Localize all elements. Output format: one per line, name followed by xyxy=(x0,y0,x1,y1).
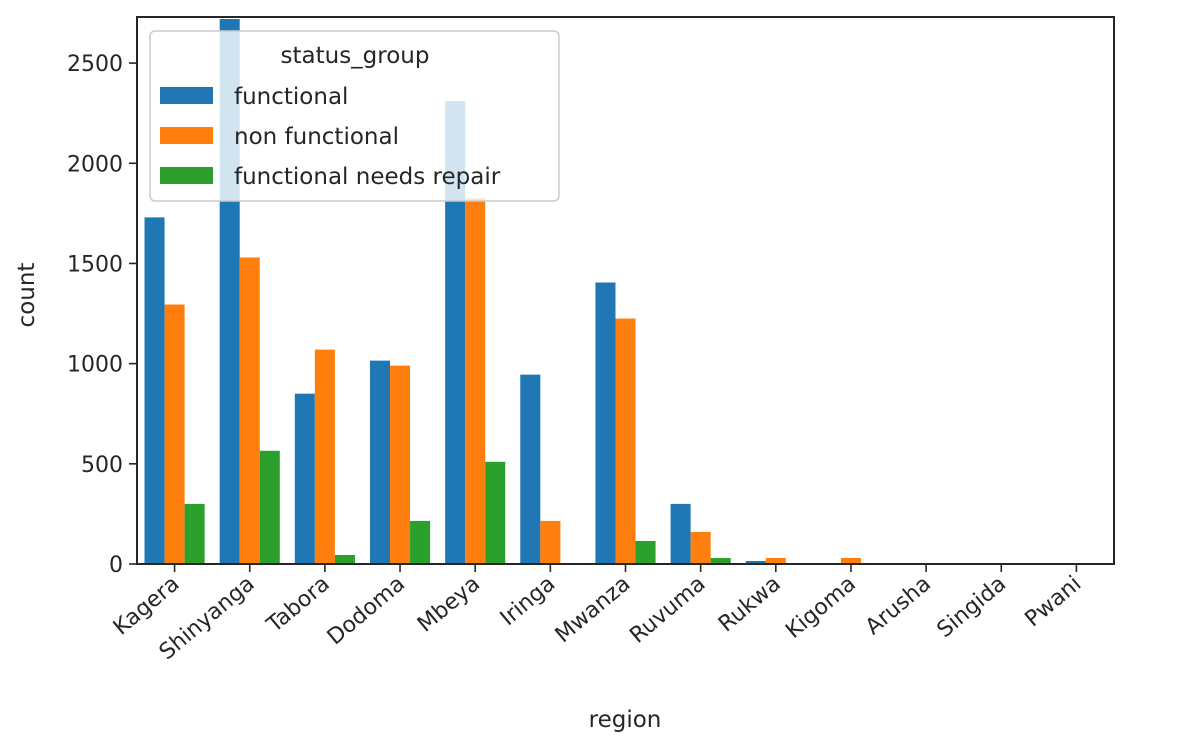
bar-functional-needs-repair-kagera xyxy=(184,503,205,564)
y-axis: 0 500 1000 1500 2000 2500 xyxy=(67,52,137,578)
bar-functional-needs-repair-tabora xyxy=(334,554,355,564)
x-tick-label-ruvuma: Ruvuma xyxy=(625,571,710,648)
bar-functional-needs-repair-dodoma xyxy=(410,520,431,564)
bar-functional-ruvuma xyxy=(670,503,691,564)
legend-swatch-non-functional xyxy=(160,127,213,144)
x-tick-label-tabora: Tabora xyxy=(262,571,335,638)
bar-functional-mwanza xyxy=(595,282,616,564)
bar-functional-iringa xyxy=(520,374,541,564)
y-tick-label-2000: 2000 xyxy=(67,152,123,177)
bar-functional-needs-repair-shinyanga xyxy=(259,450,280,564)
legend-title: status_group xyxy=(281,43,430,69)
legend: status_group functional non functional f… xyxy=(149,30,560,202)
x-tick-label-rukwa: Rukwa xyxy=(714,571,786,637)
bar-functional-mbeya xyxy=(445,101,466,565)
y-axis-title: count xyxy=(14,263,40,328)
bars-group xyxy=(144,19,861,565)
y-tick-label-500: 500 xyxy=(81,453,123,478)
bar-non-functional-dodoma xyxy=(390,365,411,564)
legend-label-functional: functional xyxy=(234,84,348,110)
x-tick-label-singida: Singida xyxy=(933,571,1012,643)
bar-functional-needs-repair-mbeya xyxy=(485,461,506,564)
bar-non-functional-ruvuma xyxy=(690,531,711,564)
bar-non-functional-tabora xyxy=(314,349,335,564)
bar-non-functional-mbeya xyxy=(465,198,486,564)
x-tick-label-arusha: Arusha xyxy=(861,571,936,640)
legend-label-functional-needs-repair: functional needs repair xyxy=(234,164,501,190)
legend-swatch-functional-needs-repair xyxy=(160,167,213,184)
y-tick-label-1000: 1000 xyxy=(67,353,123,378)
bar-non-functional-rukwa xyxy=(765,557,786,564)
x-axis-title: region xyxy=(589,707,662,733)
bar-functional-dodoma xyxy=(369,360,391,564)
legend-frame xyxy=(149,30,560,202)
legend-label-non-functional: non functional xyxy=(234,124,399,150)
bar-functional-rukwa xyxy=(745,560,766,564)
x-tick-label-kigoma: Kigoma xyxy=(781,571,861,643)
bar-functional-tabora xyxy=(294,393,315,564)
bar-non-functional-kigoma xyxy=(840,557,861,564)
x-tick-label-pwani: Pwani xyxy=(1021,571,1087,632)
bar-non-functional-iringa xyxy=(540,520,561,564)
x-tick-label-mbeya: Mbeya xyxy=(413,571,485,637)
legend-swatch-functional xyxy=(160,87,213,104)
bar-functional-needs-repair-ruvuma xyxy=(710,557,731,564)
bar-functional-needs-repair-mwanza xyxy=(635,540,656,564)
bar-non-functional-kagera xyxy=(164,304,185,564)
x-tick-label-mwanza: Mwanza xyxy=(551,571,636,648)
x-tick-label-dodoma: Dodoma xyxy=(323,571,410,650)
bar-non-functional-shinyanga xyxy=(239,257,260,564)
bar-functional-kagera xyxy=(144,217,165,564)
x-tick-label-iringa: Iringa xyxy=(496,571,560,631)
y-tick-label-0: 0 xyxy=(109,553,123,578)
y-tick-label-2500: 2500 xyxy=(67,52,123,77)
bar-non-functional-mwanza xyxy=(615,318,636,564)
y-tick-label-1500: 1500 xyxy=(67,252,123,277)
